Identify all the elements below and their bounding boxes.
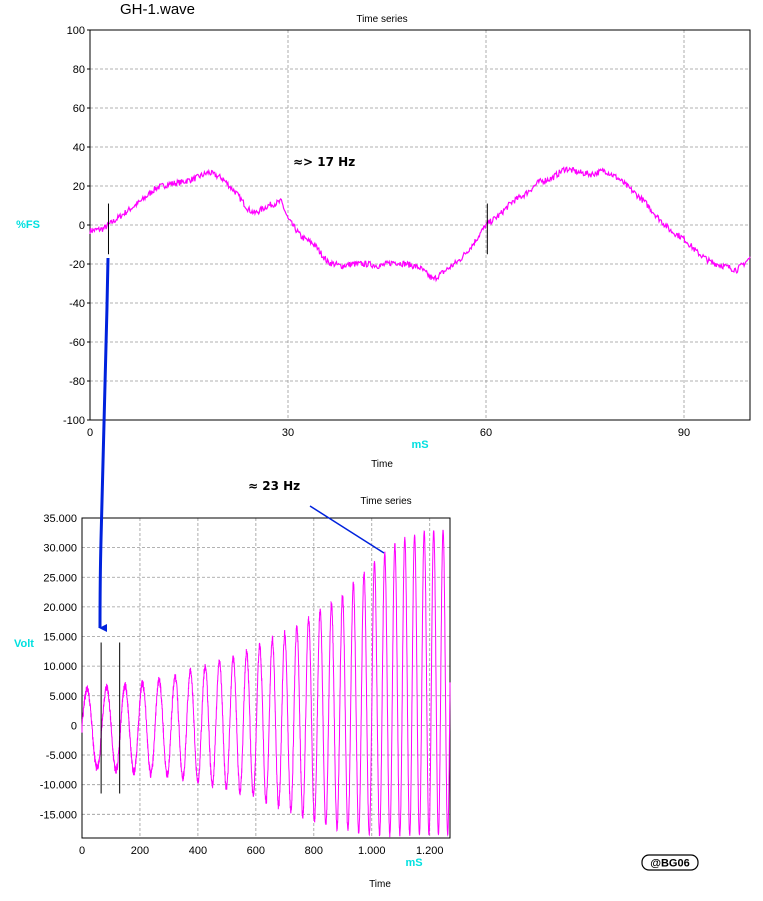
bottom-chart-title: Time series — [360, 496, 411, 507]
top-chart-title: Time series — [356, 14, 407, 25]
top-x-tick-labels: 0 30 60 90 — [87, 427, 690, 439]
top-y-tick-label: -20 — [69, 259, 85, 271]
annotation-pointer-line — [309, 505, 385, 554]
bottom-y-tick-label: 10.000 — [43, 661, 77, 673]
link-arrow — [98, 257, 110, 633]
top-x-tick-label: 30 — [282, 427, 294, 439]
top-annotation: ≈> 17 Hz — [293, 155, 355, 169]
top-y-tick-label: 20 — [73, 181, 85, 193]
top-y-tick-label: 40 — [73, 142, 85, 154]
top-y-tick-labels: 100 80 60 40 20 0 -20 -40 -60 -80 -100 — [63, 25, 85, 427]
file-title: GH-1.wave — [120, 1, 195, 18]
top-y-tick-label: 0 — [79, 220, 85, 232]
bottom-y-tick-label: -15.000 — [40, 809, 77, 821]
bottom-x-tick-label: 0 — [79, 845, 85, 857]
bottom-x-tick-label: 1.000 — [358, 845, 386, 857]
bottom-x-tick-labels: 0 200 400 600 800 1.000 1.200 — [79, 845, 444, 857]
bottom-y-tick-label: 30.000 — [43, 543, 77, 555]
bottom-y-tick-label: 35.000 — [43, 513, 77, 525]
top-x-unit-label: mS — [411, 439, 428, 451]
bottom-gridlines — [82, 517, 450, 838]
bottom-x-unit-label: mS — [405, 857, 422, 869]
top-gridlines — [87, 29, 750, 421]
top-y-tick-label: 100 — [67, 25, 85, 37]
top-y-axis-label: %FS — [16, 219, 40, 231]
top-x-tick-label: 0 — [87, 427, 93, 439]
top-x-axis-label: Time — [371, 459, 393, 470]
bottom-x-tick-label: 600 — [247, 845, 265, 857]
bottom-y-tick-label: 25.000 — [43, 572, 77, 584]
top-y-tick-label: -100 — [63, 415, 85, 427]
watermark-badge — [641, 854, 699, 871]
top-y-tick-label: -40 — [69, 298, 85, 310]
top-x-tick-label: 90 — [678, 427, 690, 439]
bottom-annotation: ≈ 23 Hz — [248, 479, 300, 493]
bottom-x-tick-label: 200 — [131, 845, 149, 857]
top-y-tick-label: 80 — [73, 64, 85, 76]
bottom-x-tick-label: 1.200 — [416, 845, 444, 857]
bottom-series-line — [81, 529, 451, 838]
bottom-x-axis-label: Time — [369, 879, 391, 890]
top-plot-frame — [89, 29, 751, 421]
bottom-x-tick-label: 400 — [189, 845, 207, 857]
bottom-y-tick-label: 20.000 — [43, 602, 77, 614]
top-y-tick-label: 60 — [73, 103, 85, 115]
top-series-line — [89, 166, 751, 283]
top-y-tick-label: -60 — [69, 337, 85, 349]
watermark-text: @BG06 — [650, 858, 689, 870]
bottom-x-tick-label: 800 — [305, 845, 323, 857]
bottom-y-tick-labels: 35.000 30.000 25.000 20.000 15.000 10.000 5.00… — [40, 513, 77, 821]
bottom-y-tick-label: -5.000 — [46, 750, 77, 762]
bottom-y-tick-label: 5.000 — [49, 691, 77, 703]
top-y-tick-label: -80 — [69, 376, 85, 388]
bottom-y-tick-label: 0 — [71, 720, 77, 732]
bottom-y-tick-label: 15.000 — [43, 632, 77, 644]
bottom-y-tick-label: -10.000 — [40, 780, 77, 792]
bottom-period-markers — [100, 642, 121, 794]
top-period-markers — [107, 203, 488, 255]
bottom-y-axis-label: Volt — [14, 638, 34, 650]
bottom-plot-frame — [81, 517, 451, 839]
top-x-tick-label: 60 — [480, 427, 492, 439]
